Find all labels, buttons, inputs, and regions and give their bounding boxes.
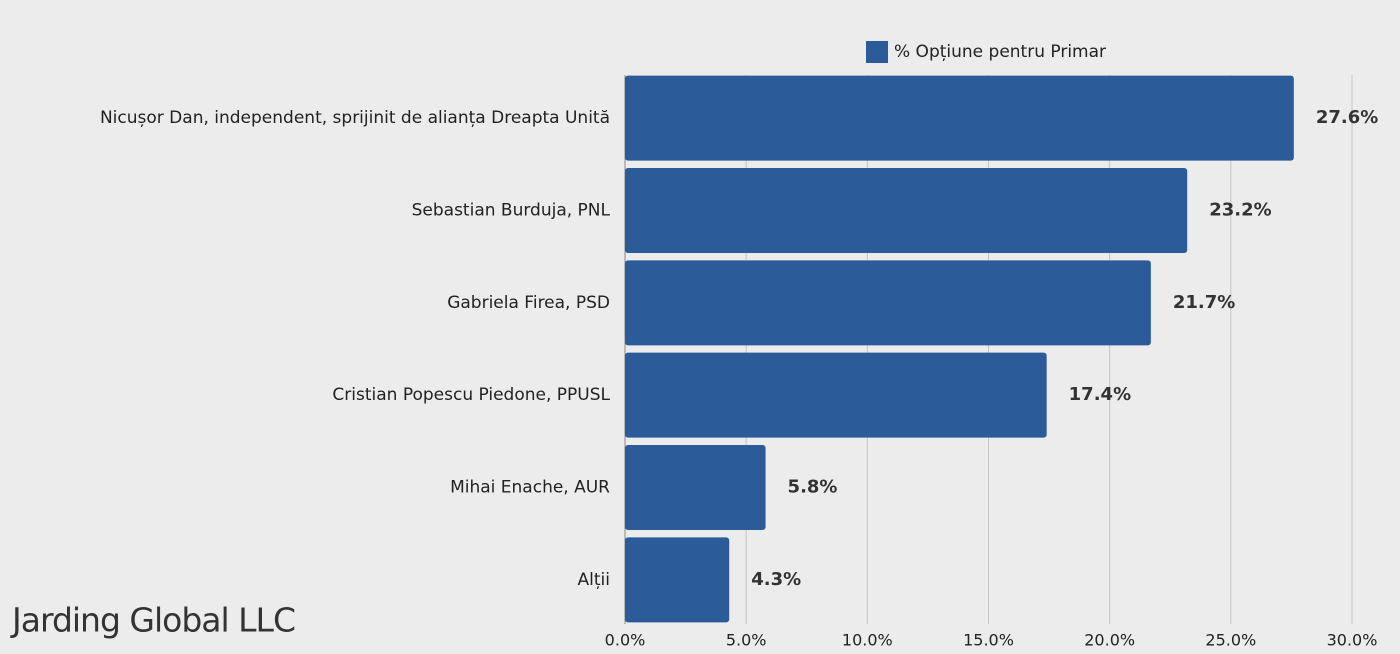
legend-label: % Opțiune pentru Primar (894, 42, 1106, 62)
bar (625, 75, 1294, 161)
y-tick-label: Cristian Popescu Piedone, PPUSL (332, 385, 610, 405)
x-tick-label: 10.0% (842, 631, 893, 650)
bar (625, 168, 1188, 253)
y-tick-label: Alții (578, 570, 610, 590)
data-label: 5.8% (788, 477, 838, 498)
y-tick-label: Sebastian Burduja, PNL (412, 201, 611, 221)
y-tick-label: Mihai Enache, AUR (450, 478, 610, 498)
data-label: 21.7% (1173, 292, 1235, 313)
data-label: 23.2% (1209, 200, 1271, 221)
y-tick-label: Gabriela Firea, PSD (447, 293, 610, 313)
data-label: 4.3% (751, 569, 801, 590)
watermark: Jarding Global LLC (10, 601, 295, 640)
x-tick-label: 15.0% (963, 631, 1014, 650)
bar (625, 352, 1047, 438)
legend-swatch (866, 41, 888, 63)
x-tick-label: 20.0% (1084, 631, 1135, 650)
x-tick-label: 30.0% (1327, 631, 1378, 650)
data-label: 17.4% (1069, 384, 1131, 405)
y-tick-label: Nicușor Dan, independent, sprijinit de a… (100, 108, 610, 128)
bar (625, 260, 1151, 346)
data-label: 27.6% (1316, 107, 1378, 128)
x-tick-label: 0.0% (605, 631, 646, 650)
x-tick-label: 25.0% (1205, 631, 1256, 650)
x-tick-label: 5.0% (726, 631, 767, 650)
bar (625, 445, 766, 530)
bar (625, 537, 730, 623)
